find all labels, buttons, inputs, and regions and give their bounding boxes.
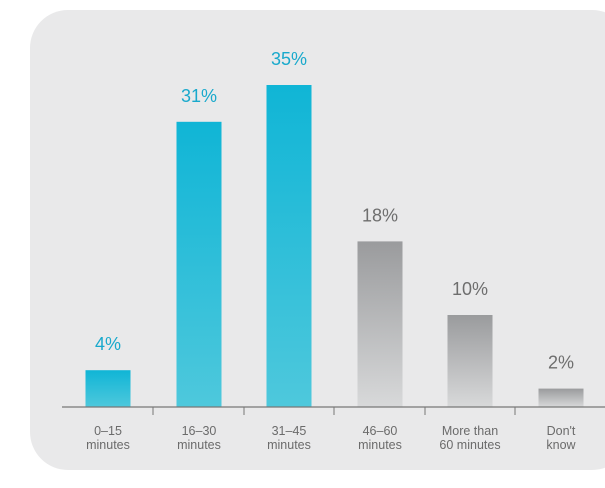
bar-1 bbox=[176, 121, 222, 408]
category-label-2-line-0: 31–45 bbox=[272, 424, 307, 438]
value-label-4: 10% bbox=[452, 279, 488, 299]
bars-layer bbox=[85, 85, 584, 408]
bar-4 bbox=[447, 315, 493, 407]
category-label-0-line-1: minutes bbox=[86, 438, 130, 452]
category-label-2-line-1: minutes bbox=[267, 438, 311, 452]
labels-layer: 4%0–15minutes31%16–30minutes35%31–45minu… bbox=[86, 49, 576, 452]
bar-3 bbox=[357, 241, 403, 407]
x-axis bbox=[62, 406, 605, 415]
category-label-1-line-0: 16–30 bbox=[182, 424, 217, 438]
category-label-0-line-0: 0–15 bbox=[94, 424, 122, 438]
bar-2 bbox=[266, 85, 312, 407]
category-label-1-line-1: minutes bbox=[177, 438, 221, 452]
category-label-3-line-1: minutes bbox=[358, 438, 402, 452]
value-label-3: 18% bbox=[362, 205, 398, 225]
value-label-1: 31% bbox=[181, 86, 217, 106]
value-label-0: 4% bbox=[95, 334, 121, 354]
bar-0 bbox=[85, 370, 131, 407]
category-label-3-line-0: 46–60 bbox=[363, 424, 398, 438]
category-label-4-line-1: 60 minutes bbox=[439, 438, 500, 452]
bar-5 bbox=[538, 388, 584, 407]
category-label-4-line-0: More than bbox=[442, 424, 498, 438]
category-label-5-line-1: know bbox=[546, 438, 576, 452]
value-label-5: 2% bbox=[548, 353, 574, 373]
category-label-5-line-0: Don't bbox=[547, 424, 576, 438]
value-label-2: 35% bbox=[271, 49, 307, 69]
